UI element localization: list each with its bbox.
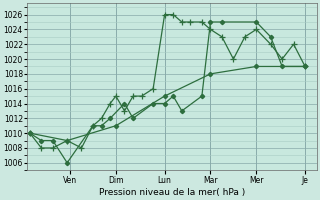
X-axis label: Pression niveau de la mer( hPa ): Pression niveau de la mer( hPa ) — [99, 188, 245, 197]
